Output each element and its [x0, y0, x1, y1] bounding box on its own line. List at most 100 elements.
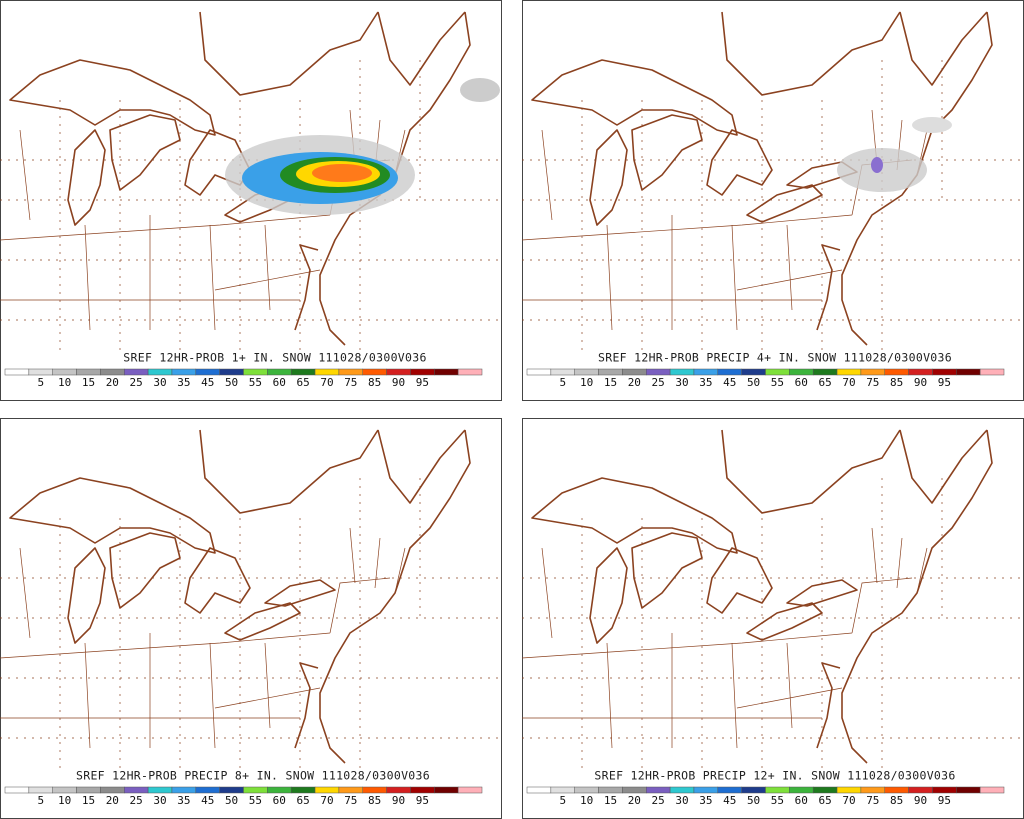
legend-swatch [622, 368, 647, 376]
legend: 5 10 15 20 25 30 35 45 50 55 60 65 70 75 85 90 95 [4, 368, 483, 389]
legend-swatch [693, 786, 719, 794]
panel-title: SREF 12HR-PROB PRECIP 4+ IN. SNOW 111028… [598, 351, 952, 365]
legend-swatch [410, 368, 435, 376]
legend-swatch [362, 368, 387, 376]
legend-label: 30 [675, 376, 688, 389]
legend-swatch [52, 368, 77, 376]
legend-label: 85 [368, 794, 381, 807]
legend-label: 45 [201, 376, 214, 389]
panel-title: SREF 12HR-PROB PRECIP 12+ IN. SNOW 11102… [594, 769, 955, 783]
legend-swatch [267, 368, 292, 376]
panel: SREF 12HR-PROB 1+ IN. SNOW 111028/0300V0… [0, 0, 502, 401]
legend-label: 35 [699, 794, 712, 807]
legend-swatch [979, 786, 1005, 794]
legend-label: 85 [890, 794, 903, 807]
legend-swatch [860, 368, 885, 376]
legend-swatch [267, 786, 292, 794]
legend-label: 55 [249, 794, 262, 807]
legend-swatch [100, 786, 125, 794]
legend-label: 20 [106, 376, 119, 389]
legend-label: 70 [842, 794, 855, 807]
legend-label: 85 [890, 376, 903, 389]
legend-label: 75 [344, 376, 357, 389]
legend-swatch [717, 786, 742, 794]
legend-label: 60 [273, 376, 286, 389]
legend-swatch [219, 368, 244, 376]
legend-swatch [314, 786, 340, 794]
panel: SREF 12HR-PROB PRECIP 4+ IN. SNOW 111028… [521, 0, 1024, 401]
legend-swatch [693, 368, 719, 376]
legend-label: 35 [177, 794, 190, 807]
legend-label: 60 [273, 794, 286, 807]
legend-swatch [290, 786, 316, 794]
legend-label: 90 [392, 794, 405, 807]
legend-swatch [789, 786, 814, 794]
legend-label: 15 [82, 376, 95, 389]
legend-swatch [28, 786, 53, 794]
legend-swatch [908, 786, 933, 794]
legend-label: 70 [842, 376, 855, 389]
legend-swatch [550, 786, 575, 794]
legend-label: 35 [177, 376, 190, 389]
legend-swatch [908, 368, 933, 376]
legend-label: 75 [866, 794, 879, 807]
legend: 5 10 15 20 25 30 35 45 50 55 60 65 70 75 85 90 95 [526, 786, 1005, 807]
legend-swatch [884, 786, 909, 794]
legend-swatch [243, 786, 268, 794]
legend-swatch [812, 368, 838, 376]
legend-label: 50 [747, 376, 760, 389]
legend: 5 10 15 20 25 30 35 45 50 55 60 65 70 75 85 90 95 [526, 368, 1005, 389]
legend-label: 20 [628, 376, 641, 389]
legend-swatch [884, 368, 909, 376]
legend-swatch [434, 368, 459, 376]
legend-label: 90 [914, 794, 927, 807]
legend-label: 30 [675, 794, 688, 807]
legend-swatch [598, 786, 623, 794]
legend-label: 65 [819, 376, 832, 389]
legend-label: 30 [153, 794, 166, 807]
legend-swatch [4, 786, 30, 794]
legend-swatch [574, 368, 599, 376]
legend-label: 85 [368, 376, 381, 389]
legend-label: 20 [628, 794, 641, 807]
legend-swatch [362, 786, 387, 794]
legend-swatch [147, 786, 173, 794]
panel-title: SREF 12HR-PROB PRECIP 8+ IN. SNOW 111028… [76, 769, 430, 783]
legend-swatch [622, 786, 647, 794]
legend-label: 60 [795, 376, 808, 389]
legend-label: 10 [580, 376, 593, 389]
legend-label: 55 [249, 376, 262, 389]
legend-swatch [932, 368, 957, 376]
legend-label: 90 [914, 376, 927, 389]
legend-swatch [4, 368, 30, 376]
legend-label: 5 [559, 794, 566, 807]
legend-swatch [765, 786, 790, 794]
legend-label: 25 [130, 794, 143, 807]
legend-swatch [717, 368, 742, 376]
probability-field [837, 117, 952, 192]
legend-label: 25 [652, 376, 665, 389]
legend-swatch [669, 368, 695, 376]
legend-label: 15 [604, 794, 617, 807]
legend-swatch [171, 786, 197, 794]
legend-swatch [76, 368, 101, 376]
legend-label: 5 [559, 376, 566, 389]
legend-label: 65 [297, 794, 310, 807]
legend-label: 30 [153, 376, 166, 389]
legend-label: 65 [297, 376, 310, 389]
legend-swatch [290, 368, 316, 376]
legend-swatch [979, 368, 1005, 376]
legend-swatch [195, 786, 220, 794]
legend-swatch [741, 786, 766, 794]
legend-label: 45 [723, 376, 736, 389]
panel-frame [522, 0, 1024, 401]
legend-label: 95 [938, 376, 951, 389]
legend-label: 95 [416, 376, 429, 389]
legend-swatch [410, 786, 435, 794]
legend-swatch [812, 786, 838, 794]
legend-label: 20 [106, 794, 119, 807]
legend-swatch [52, 786, 77, 794]
legend-swatch [338, 786, 363, 794]
legend-label: 45 [201, 794, 214, 807]
legend-swatch [646, 786, 671, 794]
